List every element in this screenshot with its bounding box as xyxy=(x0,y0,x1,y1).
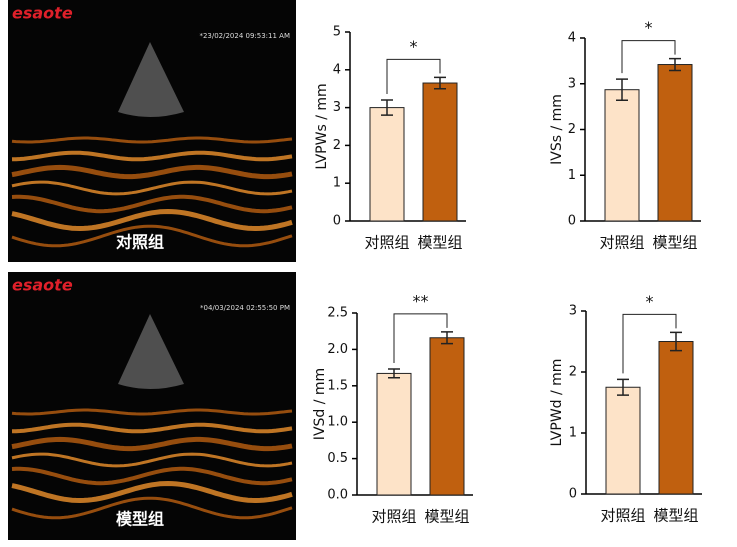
ultrasound-image xyxy=(8,0,296,262)
mmode-band xyxy=(11,422,293,434)
y-tick-label: 4 xyxy=(333,62,341,77)
y-tick-label: 2 xyxy=(569,365,577,380)
y-tick-label: 4 xyxy=(568,31,576,46)
y-tick-label: 2.5 xyxy=(327,306,348,321)
mmode-band xyxy=(11,208,293,232)
bar xyxy=(657,64,693,222)
image-label: 模型组 xyxy=(116,510,164,529)
y-tick-label: 0.0 xyxy=(327,488,348,503)
mmode-band xyxy=(11,436,293,452)
significance: * xyxy=(646,292,654,311)
y-tick-label: 1 xyxy=(333,176,341,191)
mmode-band xyxy=(11,180,293,196)
error-bar xyxy=(670,331,682,352)
bar xyxy=(658,341,694,495)
error-bar xyxy=(617,378,629,396)
error-bar xyxy=(388,368,400,379)
significance: * xyxy=(410,37,418,56)
mmode-band xyxy=(11,466,293,486)
x-tick-label: 模型组 xyxy=(652,234,697,252)
mmode-band xyxy=(11,496,293,520)
y-axis-label: LVPWd / mm xyxy=(549,359,565,447)
y-axis-label: IVSs / mm xyxy=(549,94,565,165)
y-axis-label: LVPWs / mm xyxy=(314,83,330,169)
error-bar xyxy=(434,76,446,90)
mmode-band xyxy=(11,194,293,214)
timestamp: *23/02/2024 09:53:11 AM xyxy=(199,32,290,40)
error-bar xyxy=(381,99,393,116)
bar xyxy=(376,372,412,496)
image-label: 对照组 xyxy=(116,233,164,252)
mmode-band xyxy=(11,150,293,162)
y-tick-label: 3 xyxy=(568,76,576,91)
y-tick-label: 0 xyxy=(333,214,341,229)
y-tick-label: 3 xyxy=(333,100,341,115)
bar xyxy=(429,337,465,496)
x-tick-label: 模型组 xyxy=(653,507,698,525)
error-bar xyxy=(669,57,681,72)
bar xyxy=(422,82,458,222)
significance-bracket xyxy=(386,58,441,95)
brand: esaote xyxy=(12,276,73,295)
y-tick-label: 1.0 xyxy=(327,415,348,430)
y-tick-label: 2 xyxy=(333,138,341,153)
x-tick-label: 模型组 xyxy=(424,508,469,526)
mmode-band xyxy=(11,164,293,180)
y-tick-label: 0 xyxy=(569,487,577,502)
y-tick-label: 0 xyxy=(568,214,576,229)
bar xyxy=(369,107,405,222)
significance-bracket xyxy=(622,313,677,374)
y-tick-label: 2 xyxy=(568,122,576,137)
mmode-band xyxy=(11,224,293,248)
significance-bracket xyxy=(393,313,448,364)
significance-bracket xyxy=(621,40,676,74)
mmode-band xyxy=(11,480,293,504)
x-tick-label: 对照组 xyxy=(364,234,409,252)
x-tick-label: 模型组 xyxy=(417,234,462,252)
mmode-band xyxy=(11,136,293,144)
error-bar xyxy=(441,331,453,345)
y-tick-label: 1.5 xyxy=(327,378,348,393)
brand: esaote xyxy=(12,4,73,23)
x-tick-label: 对照组 xyxy=(600,507,645,525)
mmode-band xyxy=(11,452,293,468)
y-tick-label: 1 xyxy=(568,168,576,183)
bar xyxy=(604,89,640,222)
sector-view xyxy=(118,314,184,389)
significance: ** xyxy=(413,291,429,310)
x-tick-label: 对照组 xyxy=(599,234,644,252)
y-tick-label: 1 xyxy=(569,426,577,441)
y-tick-label: 3 xyxy=(569,304,577,319)
significance: * xyxy=(645,18,653,37)
y-tick-label: 5 xyxy=(333,25,341,40)
timestamp: *04/03/2024 02:55:50 PM xyxy=(200,304,290,312)
y-tick-label: 2.0 xyxy=(327,342,348,357)
x-tick-label: 对照组 xyxy=(371,508,416,526)
mmode-band xyxy=(11,408,293,416)
y-axis-label: IVSd / mm xyxy=(312,368,328,440)
error-bar xyxy=(616,78,628,101)
y-tick-label: 0.5 xyxy=(327,451,348,466)
sector-view xyxy=(118,42,184,117)
bar xyxy=(605,386,641,495)
